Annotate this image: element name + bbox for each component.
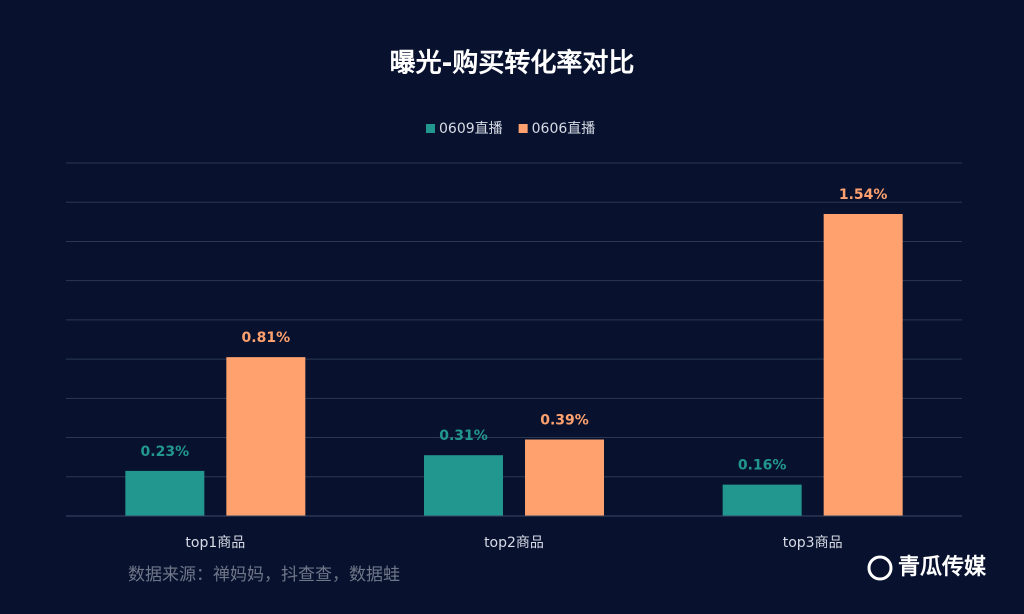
legend-swatch (518, 124, 528, 133)
x-tick-label: top1商品 (185, 535, 245, 551)
x-tick-label: top2商品 (484, 535, 544, 551)
legend-label: 0606直播 (532, 120, 596, 137)
data-label: 0.39% (540, 413, 589, 429)
source-note: 数据来源：禅妈妈，抖查查，数据蛙 (128, 565, 400, 585)
bar (722, 484, 802, 516)
data-label: 0.16% (738, 458, 787, 474)
data-label: 0.31% (439, 428, 488, 444)
chart-title: 曝光-购买转化率对比 (390, 48, 635, 79)
data-label: 1.54% (839, 187, 888, 203)
legend-label: 0609直播 (439, 120, 503, 137)
x-tick-label: top3商品 (783, 535, 843, 551)
legend-swatch (426, 124, 435, 133)
data-label: 0.81% (242, 330, 291, 346)
logo-icon (867, 555, 893, 581)
bar (125, 470, 205, 516)
bar (525, 439, 604, 516)
bar (823, 213, 903, 516)
brand-name: 青瓜传媒 (898, 554, 987, 580)
brand-logo: 青瓜传媒 (867, 554, 987, 581)
bar (226, 357, 306, 516)
bar (424, 455, 503, 516)
data-label: 0.23% (141, 444, 190, 460)
